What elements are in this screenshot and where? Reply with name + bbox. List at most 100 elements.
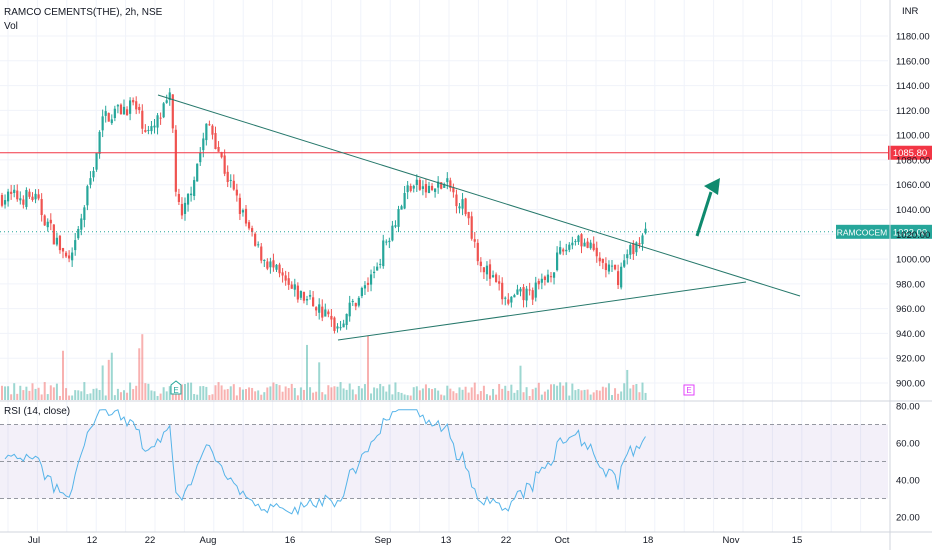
candle-body xyxy=(369,274,373,285)
candle-body xyxy=(7,191,10,202)
candle-body xyxy=(543,276,546,281)
volume-bar xyxy=(290,383,293,400)
candle-body xyxy=(269,261,272,268)
volume-bar xyxy=(22,390,25,400)
candle-body xyxy=(568,244,571,250)
volume-bar xyxy=(232,384,235,400)
candle-body xyxy=(400,206,403,210)
candle-body xyxy=(180,203,184,216)
volume-bar xyxy=(138,348,141,400)
volume-bar xyxy=(92,388,95,400)
volume-bar xyxy=(208,395,211,400)
volume-bar xyxy=(412,387,415,400)
volume-bar xyxy=(614,388,617,400)
time-tick-label: 13 xyxy=(441,535,452,546)
candle-body xyxy=(232,180,235,190)
candle-body xyxy=(183,202,187,214)
volume-bar xyxy=(586,389,589,400)
price-tick-label: 1120.00 xyxy=(896,106,930,117)
candle-body xyxy=(385,241,388,243)
candle-body xyxy=(641,235,644,245)
candle-body xyxy=(226,171,229,183)
candle-body xyxy=(135,101,138,110)
price-tick-label: 1160.00 xyxy=(896,56,930,67)
volume-bar xyxy=(458,387,461,400)
volume-bar xyxy=(330,387,333,400)
volume-bar xyxy=(315,391,318,400)
candle-body xyxy=(299,290,302,298)
volume-bar xyxy=(589,394,592,400)
volume-bars xyxy=(1,334,647,400)
candle-body xyxy=(159,117,162,119)
volume-bar xyxy=(418,390,421,400)
candle-body xyxy=(217,146,220,152)
candle-body xyxy=(177,193,180,202)
volume-bar xyxy=(205,386,208,400)
volume-bar xyxy=(95,388,98,400)
volume-bar xyxy=(568,395,571,400)
candle-body xyxy=(223,155,226,174)
volume-bar xyxy=(452,391,455,400)
volume-bar xyxy=(464,386,467,400)
price-tick-label: 1180.00 xyxy=(896,32,930,43)
volume-bar xyxy=(501,388,504,400)
volume-bar xyxy=(65,388,68,400)
candle-body xyxy=(571,242,574,246)
candle-body xyxy=(464,198,467,215)
candle-body xyxy=(556,252,559,271)
candle-body xyxy=(110,119,113,124)
candle-body xyxy=(129,100,132,114)
volume-bar xyxy=(519,365,522,400)
volume-bar xyxy=(461,389,464,400)
candle-body xyxy=(34,193,37,200)
volume-bar xyxy=(31,383,34,400)
candle-body xyxy=(272,260,275,268)
volume-bar xyxy=(4,386,7,400)
candle-body xyxy=(485,265,489,275)
volume-bar xyxy=(571,383,574,400)
candle-body xyxy=(199,152,202,163)
volume-bar xyxy=(629,388,632,400)
volume-bar xyxy=(540,394,543,400)
volume-bar xyxy=(406,395,409,400)
candle-body xyxy=(351,300,354,302)
volume-bar xyxy=(601,386,604,400)
candle-body xyxy=(491,275,495,278)
volume-bar xyxy=(385,391,388,400)
candle-body xyxy=(629,245,632,255)
candle-body xyxy=(391,225,394,241)
volume-bar xyxy=(284,386,287,400)
candle-body xyxy=(562,249,565,252)
volume-bar xyxy=(559,382,562,400)
volume-bar xyxy=(455,393,458,400)
volume-bar xyxy=(110,352,113,400)
candle-body xyxy=(501,282,504,300)
last-price-value: 1022.00 xyxy=(893,227,927,238)
volume-bar xyxy=(577,389,580,400)
volume-bar xyxy=(126,392,129,400)
candle-body xyxy=(617,271,620,286)
candle-body xyxy=(229,179,232,181)
currency-label: INR xyxy=(902,6,919,17)
time-tick-label: 12 xyxy=(87,535,98,546)
volume-bar xyxy=(336,386,339,400)
candle-body xyxy=(211,125,214,135)
volume-bar xyxy=(214,385,217,400)
volume-bar xyxy=(467,392,470,400)
candle-body xyxy=(302,292,306,301)
volume-bar xyxy=(437,390,440,400)
price-tick-label: 1060.00 xyxy=(896,180,930,191)
volume-bar xyxy=(123,390,125,400)
candle-body xyxy=(202,138,205,151)
candle-body xyxy=(586,241,589,248)
volume-bar xyxy=(556,385,559,400)
chart-overlays: 1085.80 RAMCOCEM 1022.00 E E xyxy=(0,94,932,396)
volume-bar xyxy=(434,388,437,400)
volume-bar xyxy=(165,391,168,400)
volume-bar xyxy=(220,385,223,400)
candle-body xyxy=(257,244,260,246)
volume-bar xyxy=(98,389,101,400)
candle-body xyxy=(476,242,479,262)
volume-bar xyxy=(162,387,165,400)
